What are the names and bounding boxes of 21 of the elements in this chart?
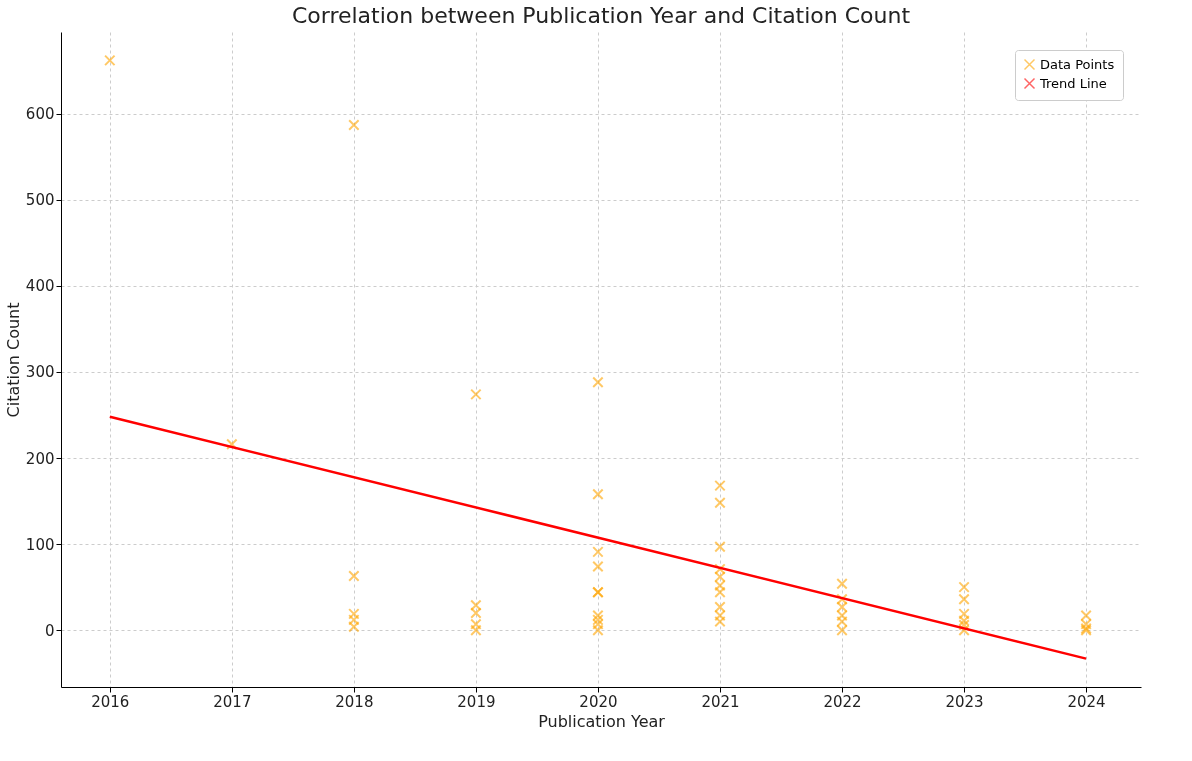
- y-tick-label: 500: [25, 191, 55, 210]
- y-axis-title: Citation Count: [3, 302, 23, 418]
- x-tick-label: 2018: [335, 692, 374, 711]
- x-tick-label: 2022: [823, 692, 862, 711]
- y-tick-label: 100: [25, 535, 55, 554]
- x-tick-label: 2024: [1067, 692, 1106, 711]
- x-tick-label: 2019: [457, 692, 496, 711]
- chart-title: Correlation between Publication Year and Citation Count: [291, 3, 911, 28]
- x-tick-label: 2017: [213, 692, 252, 711]
- x-tick-label: 2020: [579, 692, 618, 711]
- y-tick-label: 600: [25, 105, 55, 124]
- y-tick-label: 200: [25, 449, 55, 468]
- y-tick-label: 400: [25, 277, 55, 296]
- y-tick-label: 0: [44, 621, 55, 640]
- x-axis-title: Publication Year: [538, 711, 666, 731]
- legend-label: Trend Line: [1039, 75, 1107, 91]
- x-tick-label: 2016: [91, 692, 130, 711]
- y-tick-label: 300: [25, 363, 55, 382]
- x-tick-label: 2021: [701, 692, 740, 711]
- x-tick-label: 2023: [945, 692, 984, 711]
- legend-label: Data Points: [1040, 56, 1115, 72]
